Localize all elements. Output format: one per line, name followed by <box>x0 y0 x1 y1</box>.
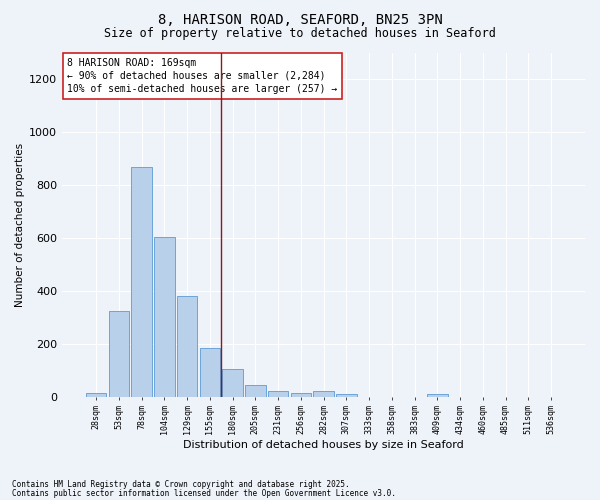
Bar <box>86 394 106 397</box>
Bar <box>427 394 448 397</box>
Text: 8, HARISON ROAD, SEAFORD, BN25 3PN: 8, HARISON ROAD, SEAFORD, BN25 3PN <box>158 12 442 26</box>
Bar <box>154 236 175 397</box>
Bar <box>290 393 311 397</box>
X-axis label: Distribution of detached houses by size in Seaford: Distribution of detached houses by size … <box>183 440 464 450</box>
Text: 8 HARISON ROAD: 169sqm
← 90% of detached houses are smaller (2,284)
10% of semi-: 8 HARISON ROAD: 169sqm ← 90% of detached… <box>67 58 338 94</box>
Bar <box>245 385 266 397</box>
Bar <box>200 348 220 397</box>
Bar <box>223 369 243 397</box>
Bar <box>336 394 356 397</box>
Text: Contains HM Land Registry data © Crown copyright and database right 2025.: Contains HM Land Registry data © Crown c… <box>12 480 350 489</box>
Text: Size of property relative to detached houses in Seaford: Size of property relative to detached ho… <box>104 28 496 40</box>
Y-axis label: Number of detached properties: Number of detached properties <box>15 142 25 306</box>
Bar <box>131 167 152 397</box>
Bar <box>313 391 334 397</box>
Bar <box>109 310 129 397</box>
Bar <box>268 391 289 397</box>
Text: Contains public sector information licensed under the Open Government Licence v3: Contains public sector information licen… <box>12 490 396 498</box>
Bar <box>177 296 197 397</box>
